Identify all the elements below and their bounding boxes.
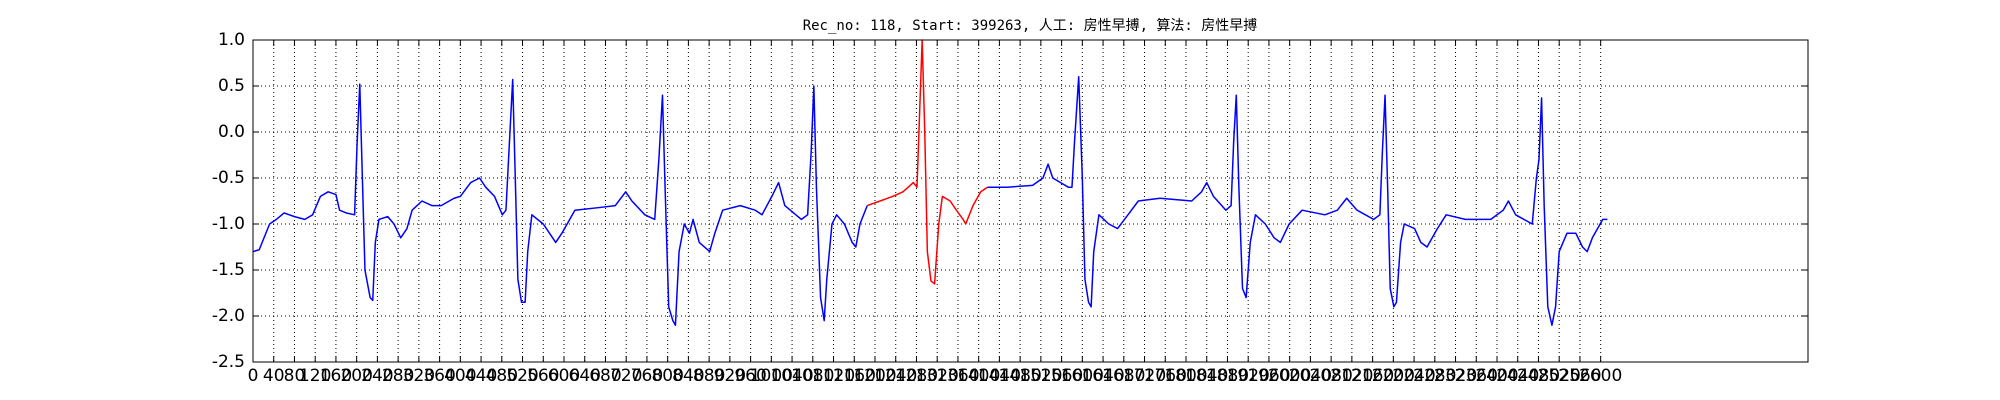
- x-tick-label: 360: [423, 366, 455, 386]
- x-tick-label: 480: [486, 366, 518, 386]
- x-tick-label: 1440: [978, 366, 1021, 386]
- x-tick-label: 640: [569, 366, 601, 386]
- x-tick-label: 520: [506, 366, 538, 386]
- x-tick-label: 1080: [791, 366, 834, 386]
- x-tick-label: 1800: [1164, 366, 1207, 386]
- x-tick-label: 2120: [1330, 366, 1373, 386]
- x-tick-label: 200: [340, 366, 372, 386]
- x-tick-label: 80: [284, 366, 306, 386]
- x-tick-label: 1920: [1227, 366, 1270, 386]
- y-tick-label: -1.0: [212, 214, 245, 234]
- x-tick-label: 960: [734, 366, 766, 386]
- x-tick-label: 2520: [1538, 366, 1581, 386]
- x-tick-label: 0: [248, 366, 259, 386]
- x-tick-label: 920: [714, 366, 746, 386]
- y-tick-label: 1.0: [218, 30, 245, 50]
- x-tick-label: 1000: [750, 366, 793, 386]
- x-tick-label: 1600: [1061, 366, 1104, 386]
- signal-line: [987, 76, 1608, 326]
- x-tick-label: 1560: [1040, 366, 1083, 386]
- chart-title: Rec_no: 118, Start: 399263, 人工: 房性早搏, 算法…: [803, 17, 1258, 34]
- x-tick-label: 2560: [1558, 366, 1601, 386]
- x-tick-label: 680: [589, 366, 621, 386]
- y-tick-label: -0.5: [212, 168, 245, 188]
- x-tick-label: 2200: [1372, 366, 1415, 386]
- x-tick-label: 320: [403, 366, 435, 386]
- x-tick-label: 2240: [1392, 366, 1435, 386]
- x-tick-label: 2080: [1310, 366, 1353, 386]
- x-tick-label: 1760: [1144, 366, 1187, 386]
- x-tick-label: 760: [631, 366, 663, 386]
- x-tick-label: 1520: [1019, 366, 1062, 386]
- x-tick-label: 600: [548, 366, 580, 386]
- x-tick-label: 1680: [1102, 366, 1145, 386]
- x-tick-label: 1120: [812, 366, 855, 386]
- x-tick-label: 1960: [1247, 366, 1290, 386]
- x-tick-label: 160: [320, 366, 352, 386]
- x-tick-label: 2440: [1496, 366, 1539, 386]
- x-tick-label: 2040: [1289, 366, 1332, 386]
- signal-line: [252, 78, 868, 326]
- x-tick-label: 800: [651, 366, 683, 386]
- y-tick-label: -2.0: [212, 306, 245, 326]
- y-tick-label: -1.5: [212, 260, 245, 280]
- x-tick-label: 2320: [1434, 366, 1477, 386]
- x-tick-label: 560: [527, 366, 559, 386]
- x-tick-label: 1880: [1206, 366, 1249, 386]
- y-tick-label: 0.0: [218, 122, 245, 142]
- x-tick-label: 440: [465, 366, 497, 386]
- x-tick-label: 1160: [833, 366, 876, 386]
- x-tick-label: 120: [299, 366, 331, 386]
- x-tick-label: 2400: [1475, 366, 1518, 386]
- x-tick-label: 1640: [1081, 366, 1124, 386]
- x-tick-label: 840: [672, 366, 704, 386]
- x-tick-label: 1040: [770, 366, 813, 386]
- x-tick-label: 1280: [895, 366, 938, 386]
- x-tick-label: 2160: [1351, 366, 1394, 386]
- x-tick-label: 1720: [1123, 366, 1166, 386]
- x-tick-label: 2360: [1455, 366, 1498, 386]
- x-tick-label: 2000: [1268, 366, 1311, 386]
- x-tick-label: 40: [263, 366, 285, 386]
- x-tick-label: 400: [444, 366, 476, 386]
- y-tick-label: -2.5: [212, 352, 245, 372]
- x-tick-label: 720: [610, 366, 642, 386]
- x-tick-label: 1840: [1185, 366, 1228, 386]
- x-tick-label: 1200: [853, 366, 896, 386]
- x-tick-label: 240: [361, 366, 393, 386]
- plot-frame: [252, 39, 1809, 363]
- signal-line: [866, 39, 988, 285]
- x-tick-label: 1360: [936, 366, 979, 386]
- y-tick-label: 0.5: [218, 76, 245, 96]
- x-tick-label: 2480: [1517, 366, 1560, 386]
- x-tick-label: 1480: [999, 366, 1042, 386]
- x-tick-label: 2600: [1579, 366, 1622, 386]
- x-tick-label: 280: [382, 366, 414, 386]
- x-tick-label: 2280: [1413, 366, 1456, 386]
- x-tick-label: 1240: [874, 366, 917, 386]
- x-tick-label: 880: [693, 366, 725, 386]
- x-tick-label: 1400: [957, 366, 1000, 386]
- x-tick-label: 1320: [916, 366, 959, 386]
